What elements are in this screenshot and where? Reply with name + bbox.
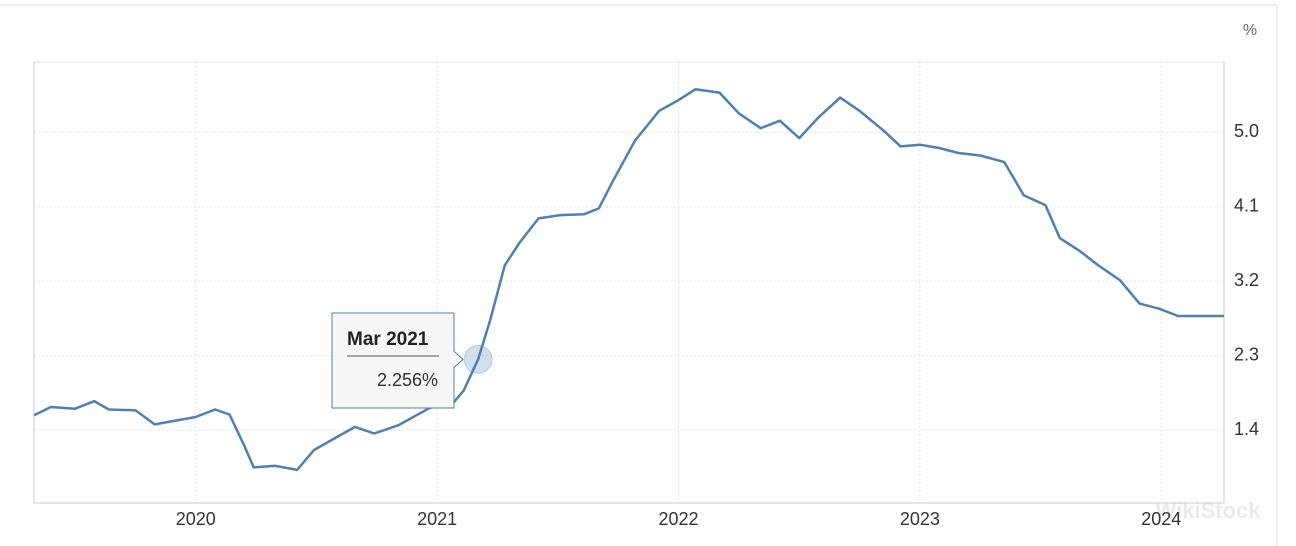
y-tick-label: 3.2: [1234, 270, 1259, 290]
tooltip-value: 2.256%: [377, 370, 438, 390]
tooltip-box: [331, 312, 464, 409]
y-tick-label: 5.0: [1234, 121, 1259, 141]
plot-area: [33, 61, 1225, 504]
watermark: WikiStock: [1156, 498, 1262, 523]
hover-marker: [463, 344, 493, 374]
x-tick-label: 2021: [417, 509, 457, 529]
y-unit: %: [1243, 22, 1257, 39]
y-tick-label: 2.3: [1234, 344, 1259, 364]
tooltip-title: Mar 2021: [347, 329, 429, 350]
x-tick-label: 2024: [1141, 509, 1181, 529]
x-tick-label: 2020: [176, 509, 216, 529]
x-tick-label: 2023: [900, 509, 940, 529]
y-tick-label: 4.1: [1234, 196, 1259, 216]
x-tick-label: 2022: [658, 509, 698, 529]
y-tick-label: 1.4: [1234, 419, 1259, 439]
line-series: [33, 88, 1224, 472]
